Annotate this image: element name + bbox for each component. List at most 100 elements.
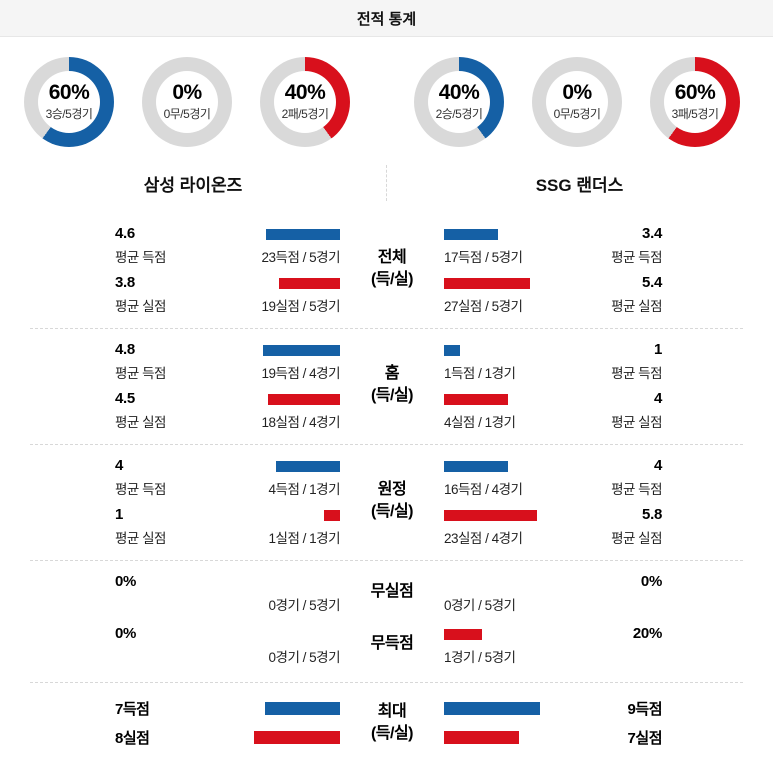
stat-row-scored: 1득점 / 1경기 1 평균 득점 [444,342,743,382]
avg-conceded-value: 5.4 [642,274,662,291]
left-draw-rate-donut: 0% 0무/5경기 [142,57,232,147]
stat-row-scored: 4 평균 득점 4득점 / 1경기 [30,457,341,498]
value-cell: 0% [554,574,743,614]
max-row-conceded: 8실점 [30,725,340,750]
loss-percent: 40% [284,81,326,104]
conceded-caption: 19실점 / 5경기 [261,299,341,314]
bar-cell: 18실점 / 4경기 [230,391,341,431]
donut-hole: 40% 2승/5경기 [428,71,490,133]
avg-conceded-value: 4.5 [115,390,135,407]
stat-block-away: 4 평균 득점 4득점 / 1경기 1 평균 실점 1실점 / 1경기 [30,444,743,560]
stat-row-scored: 17득점 / 5경기 3.4 평균 득점 [444,226,743,266]
right-team-name: SSG 랜더스 [535,175,624,195]
bar-cell: 4실점 / 1경기 [444,391,554,431]
stat-row-scored: 4.6 평균 득점 23득점 / 5경기 [30,226,341,266]
scoreless-caption: 1경기 / 5경기 [444,650,516,665]
block-title-line1: 원정 [377,481,407,499]
bar-cell: 17득점 / 5경기 [444,226,554,266]
right-win-rate-donut: 40% 2승/5경기 [414,57,504,147]
left-team-stats: 4 평균 득점 4득점 / 1경기 1 평균 실점 1실점 / 1경기 [30,457,341,556]
max-conceded-value: 8실점 [115,730,150,747]
block-title-away: 원정 (득/실) [340,458,444,556]
max-row-conceded: 7실점 [444,725,743,750]
block-title-line2: (득/실) [370,387,414,404]
value-cell: 4 평균 득점 [554,458,743,498]
tab-match-stats[interactable]: 전적 통계 [0,0,773,37]
conceded-bar [279,277,340,289]
scored-caption: 16득점 / 4경기 [444,482,523,497]
avg-conceded-value: 3.8 [115,274,135,291]
block-title-line2: (득/실) [370,503,414,520]
avg-scored-label: 평균 득점 [115,366,166,381]
block-title-total: 전체 (득/실) [340,226,444,324]
scored-bar [263,344,340,356]
block-title-home: 홈 (득/실) [340,342,444,440]
scored-caption: 4득점 / 1경기 [268,482,341,497]
avg-conceded-value: 5.8 [642,506,662,523]
stat-row-conceded: 4실점 / 1경기 4 평균 실점 [444,391,743,431]
donut-hole: 40% 2패/5경기 [274,71,336,133]
avg-scored-value: 4.8 [115,341,135,358]
avg-scored-value: 4.6 [115,225,135,242]
stats-area: 4.6 평균 득점 23득점 / 5경기 3.8 평균 실점 19실점 / 5경… [0,213,773,758]
max-row-scored: 7득점 [30,696,340,721]
shutout-caption: 0경기 / 5경기 [444,598,516,613]
bar-cell: 1실점 / 1경기 [230,507,341,547]
left-team-stats: 4.6 평균 득점 23득점 / 5경기 3.8 평균 실점 19실점 / 5경… [30,226,341,324]
team-names-row: 삼성 라이온즈 SSG 랜더스 [0,163,773,203]
avg-conceded-label: 평균 실점 [115,299,166,314]
conceded-bar [268,393,340,405]
conceded-bar [444,509,537,521]
value-cell: 1 평균 득점 [554,342,743,382]
bar-cell: 0경기 / 5경기 [444,574,554,614]
stat-row-scored: 16득점 / 4경기 4 평균 득점 [444,458,743,498]
max-scored-bar [265,702,340,715]
scored-caption: 1득점 / 1경기 [444,366,516,381]
block-title-line2: (득/실) [370,271,414,288]
win-percent: 60% [48,81,90,104]
conceded-caption: 23실점 / 4경기 [444,531,523,546]
bar-cell: 1경기 / 5경기 [444,626,554,666]
value-cell: 0% [30,626,230,666]
value-cell: 4 평균 실점 [554,391,743,431]
right-team-stats: 17득점 / 5경기 3.4 평균 득점 27실점 / 5경기 5.4 평균 실… [444,226,743,324]
bar-cell: 23실점 / 4경기 [444,507,554,547]
max-conceded-bar [444,731,519,744]
conceded-bar [444,277,530,289]
max-scored-value: 7득점 [115,701,150,718]
avg-scored-label: 평균 득점 [611,482,662,497]
conceded-caption: 27실점 / 5경기 [444,299,523,314]
scored-caption: 19득점 / 4경기 [261,366,341,381]
avg-conceded-label: 평균 실점 [115,415,166,430]
value-cell: 0% [30,574,230,614]
left-team-stats: 7득점 8실점 [30,696,340,754]
loss-detail: 2패/5경기 [281,107,329,121]
win-detail: 3승/5경기 [45,107,93,121]
value-cell: 1 평균 실점 [30,507,230,547]
loss-percent: 60% [674,81,716,104]
draw-detail: 0무/5경기 [163,107,211,121]
draw-percent: 0% [562,81,592,104]
scored-caption: 23득점 / 5경기 [261,250,341,265]
avg-scored-value: 4 [653,457,662,474]
value-cell: 3.8 평균 실점 [30,275,230,315]
conceded-caption: 4실점 / 1경기 [444,415,516,430]
value-cell: 5.8 평균 실점 [554,507,743,547]
conceded-bar [324,509,340,521]
max-row-scored: 9득점 [444,696,743,721]
avg-scored-value: 4 [115,457,124,474]
row-title-no-conceded: 무실점 [370,583,414,600]
value-cell: 3.4 평균 득점 [554,226,743,266]
row-title-no-scored: 무득점 [370,635,414,652]
vertical-divider [386,165,387,201]
stat-row-conceded: 3.8 평균 실점 19실점 / 5경기 [30,275,341,315]
stat-row-conceded: 1 평균 실점 1실점 / 1경기 [30,507,341,547]
draw-detail: 0무/5경기 [553,107,601,121]
value-cell: 4.8 평균 득점 [30,342,230,382]
right-loss-rate-donut: 60% 3패/5경기 [650,57,740,147]
bar-cell: 1득점 / 1경기 [444,342,554,382]
win-detail: 2승/5경기 [435,107,483,121]
left-team-stats: 4.8 평균 득점 19득점 / 4경기 4.5 평균 실점 18실점 / 4경… [30,342,341,440]
bar-cell: 16득점 / 4경기 [444,458,554,498]
value-cell: 4.6 평균 득점 [30,226,230,266]
